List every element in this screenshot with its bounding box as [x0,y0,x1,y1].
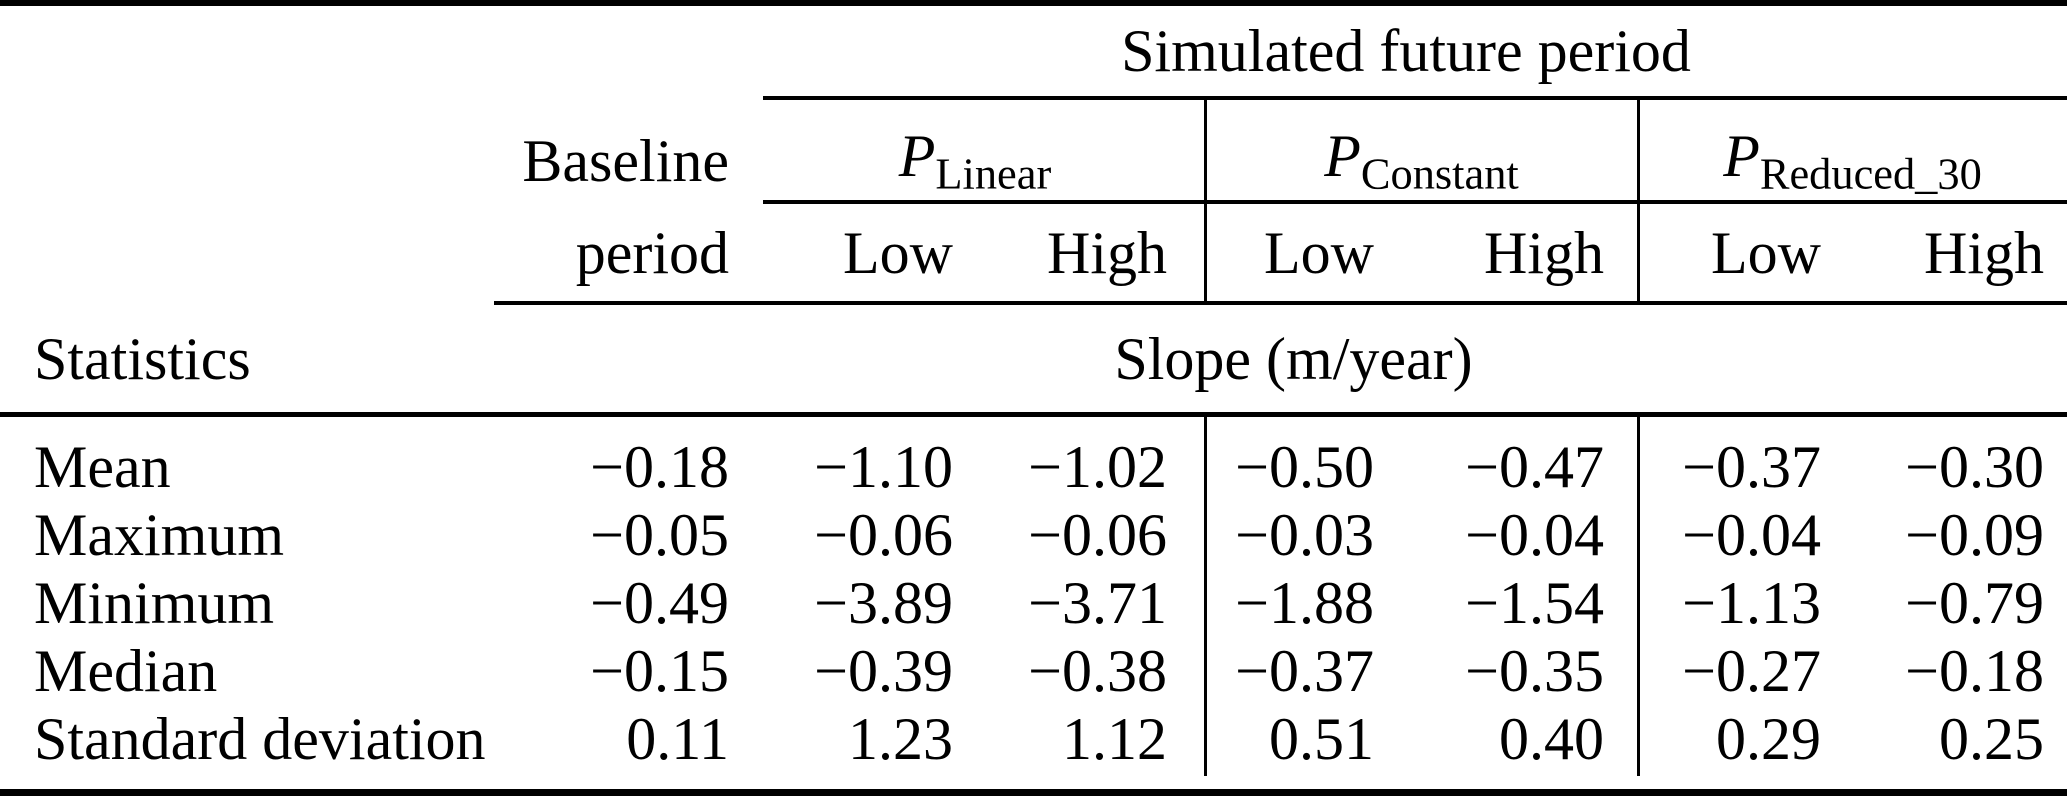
simulated-period-rule [763,96,2067,100]
table-row-median: Median −0.15 −0.39 −0.38 −0.37 −0.35 −0.… [0,637,2067,705]
p-symbol: P [898,123,936,190]
baseline-header-line2: period [575,219,729,286]
header-divider-1 [1204,100,1207,301]
value-cell: −0.35 [1465,638,1604,704]
p-symbol: P [1324,123,1361,190]
col-header-reduced-high: High [1924,219,2044,286]
row-label: Median [34,638,218,704]
value-cell: 0.29 [1716,706,1821,772]
p-subscript-reduced-30: Reduced_30 [1759,148,1982,199]
subheader-rule [494,301,2067,305]
value-cell: 1.12 [1062,706,1167,772]
row-statistics-header: Statistics Slope (m/year) [0,305,2067,412]
simulated-future-period-header: Simulated future period [1121,18,1691,84]
table-row-standard-deviation: Standard deviation 0.11 1.23 1.12 0.51 0… [0,705,2067,773]
baseline-header-line1: Baseline [522,128,729,194]
value-cell: −0.03 [1235,502,1374,568]
row-label: Minimum [34,570,275,636]
value-cell: 1.23 [848,706,953,772]
value-cell: −0.30 [1905,434,2044,500]
unit-label: Slope (m/year) [1114,325,1473,392]
value-cell: −0.27 [1682,638,1821,704]
value-cell: −0.04 [1682,502,1821,568]
data-divider-1 [1204,417,1207,776]
value-cell: −1.02 [1028,434,1167,500]
value-cell: −0.37 [1682,434,1821,500]
row-subheaders: period Low High Low High Low High [0,204,2067,301]
p-subscript-linear: Linear [935,148,1052,199]
value-cell: −0.06 [1028,502,1167,568]
data-divider-2 [1637,417,1640,776]
value-cell: −1.10 [814,434,953,500]
col-header-constant-low: Low [1264,219,1374,286]
value-cell: −1.88 [1235,570,1374,636]
value-cell: −3.89 [814,570,953,636]
group-header-p-reduced-30: PReduced_30 [1638,126,2067,196]
table-row-maximum: Maximum −0.05 −0.06 −0.06 −0.03 −0.04 −0… [0,501,2067,569]
value-cell: −0.06 [814,502,953,568]
value-cell: −0.18 [590,434,729,500]
value-cell: −3.71 [1028,570,1167,636]
group-header-rule [763,200,2067,204]
col-header-linear-high: High [1047,219,1167,286]
bottom-rule [0,789,2067,796]
group-header-p-linear: PLinear [745,126,1205,196]
statistics-rule [0,412,2067,417]
col-header-constant-high: High [1484,219,1604,286]
value-cell: −0.79 [1905,570,2044,636]
value-cell: −0.05 [590,502,729,568]
value-cell: 0.40 [1499,706,1604,772]
row-label: Standard deviation [34,706,486,772]
value-cell: −0.04 [1465,502,1604,568]
header-divider-2 [1637,100,1640,301]
value-cell: −0.09 [1905,502,2044,568]
col-header-linear-low: Low [843,219,953,286]
value-cell: 0.11 [626,706,729,772]
table-row-minimum: Minimum −0.49 −3.89 −3.71 −1.88 −1.54 −1… [0,569,2067,637]
value-cell: −1.13 [1682,570,1821,636]
top-rule [0,0,2067,6]
value-cell: −0.15 [590,638,729,704]
value-cell: −0.50 [1235,434,1374,500]
row-label: Maximum [34,502,284,568]
statistics-label: Statistics [34,325,251,392]
row-label: Mean [34,434,171,500]
value-cell: 0.25 [1939,706,2044,772]
value-cell: −0.37 [1235,638,1374,704]
value-cell: −0.49 [590,570,729,636]
value-cell: −0.39 [814,638,953,704]
value-cell: −0.18 [1905,638,2044,704]
row-group-headers: Baseline PLinear PConstant PReduced_30 [0,100,2067,200]
value-cell: −0.38 [1028,638,1167,704]
value-cell: −1.54 [1465,570,1604,636]
col-header-reduced-low: Low [1711,219,1821,286]
p-symbol: P [1723,123,1760,190]
group-header-p-constant: PConstant [1205,126,1638,196]
table-row-mean: Mean −0.18 −1.10 −1.02 −0.50 −0.47 −0.37… [0,433,2067,501]
p-subscript-constant: Constant [1360,148,1519,199]
row-simulated-future-period: Simulated future period [0,6,2067,96]
value-cell: −0.47 [1465,434,1604,500]
value-cell: 0.51 [1269,706,1374,772]
